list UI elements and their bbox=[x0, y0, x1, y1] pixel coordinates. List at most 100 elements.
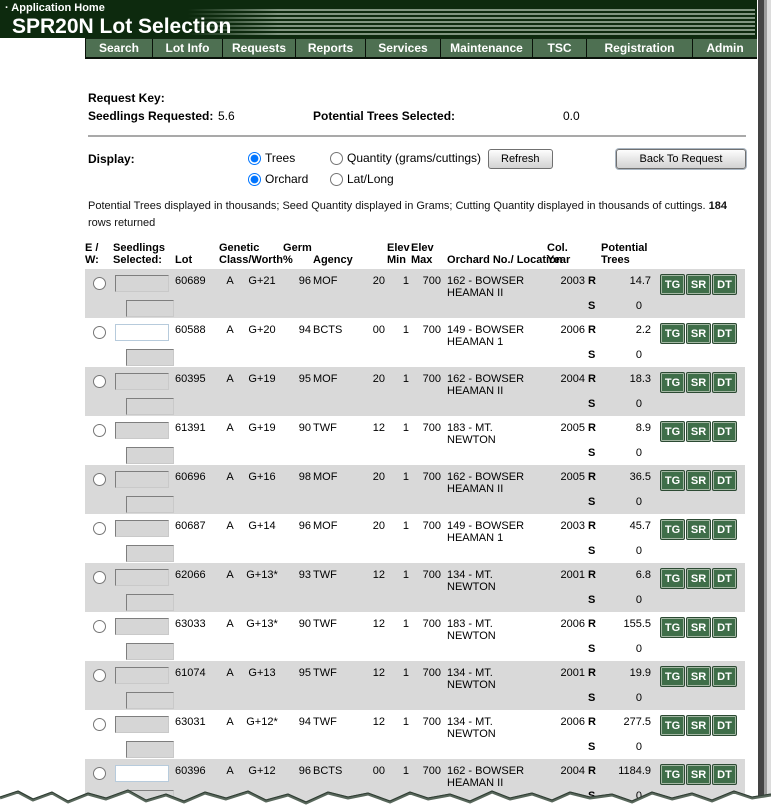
genetic-class: A bbox=[219, 465, 241, 496]
nav-tab-maintenance[interactable]: Maintenance bbox=[441, 39, 533, 57]
seedlings-selected-input[interactable] bbox=[115, 422, 169, 440]
dt-button[interactable]: DT bbox=[713, 471, 737, 491]
sr-button[interactable]: SR bbox=[687, 471, 711, 491]
genetic-class: A bbox=[226, 324, 234, 337]
seedlings-surplus-input[interactable] bbox=[126, 594, 174, 612]
lot-select-radio[interactable] bbox=[92, 473, 106, 487]
seedlings-selected-input[interactable] bbox=[115, 618, 169, 636]
seedlings-selected-input[interactable] bbox=[115, 569, 169, 587]
seedlings-selected-input[interactable] bbox=[115, 716, 169, 734]
tg-button[interactable]: TG bbox=[661, 471, 685, 491]
tg-button[interactable]: TG bbox=[661, 373, 685, 393]
lot-select-radio[interactable] bbox=[92, 326, 106, 340]
sr-button[interactable]: SR bbox=[687, 275, 711, 295]
nav-tab-tsc[interactable]: TSC bbox=[533, 39, 587, 57]
lot-select-radio[interactable] bbox=[92, 669, 106, 683]
lot-select-radio[interactable] bbox=[92, 375, 106, 389]
lot-select-radio[interactable] bbox=[92, 424, 106, 438]
elev-min: 1 bbox=[402, 422, 410, 435]
surplus-indicator: S bbox=[588, 447, 596, 460]
nav-tab-requests[interactable]: Requests bbox=[223, 39, 296, 57]
tg-button[interactable]: TG bbox=[661, 618, 685, 638]
seedlings-selected-input[interactable] bbox=[115, 275, 169, 293]
potential-trees-surplus: 0 bbox=[601, 593, 656, 613]
orchard-location: 162 - BOWSER HEAMAN II bbox=[443, 367, 548, 398]
seedlings-surplus-input[interactable] bbox=[126, 496, 174, 514]
radio-quantity[interactable] bbox=[330, 151, 343, 165]
sr-button[interactable]: SR bbox=[687, 373, 711, 393]
dt-button[interactable]: DT bbox=[713, 275, 737, 295]
header-agency: Agency bbox=[313, 254, 353, 267]
radio-trees[interactable] bbox=[248, 151, 261, 165]
sr-button[interactable]: SR bbox=[687, 716, 711, 736]
seedlings-selected-input[interactable] bbox=[115, 520, 169, 538]
lot-select-radio[interactable] bbox=[92, 620, 106, 634]
back-to-request-button[interactable]: Back To Request bbox=[616, 149, 746, 169]
lot-row-main: 61391 A G+19 90 TWF 12 1 700 183 - MT. N… bbox=[85, 416, 745, 446]
radio-orchard[interactable] bbox=[248, 172, 261, 186]
seedlings-surplus-input[interactable] bbox=[126, 545, 174, 563]
lot-row-surplus: S 0 bbox=[85, 642, 745, 661]
seedlings-selected-input[interactable] bbox=[115, 324, 169, 342]
seedlings-surplus-input[interactable] bbox=[126, 300, 174, 318]
dt-button[interactable]: DT bbox=[713, 324, 737, 344]
seedlings-surplus-input[interactable] bbox=[126, 398, 174, 416]
dt-button[interactable]: DT bbox=[713, 716, 737, 736]
genetic-class: A bbox=[219, 269, 241, 300]
lot-select-radio[interactable] bbox=[92, 718, 106, 732]
elev-max: 700 bbox=[411, 563, 444, 594]
application-home-link[interactable]: · Application Home bbox=[5, 2, 105, 14]
refresh-button[interactable]: Refresh bbox=[488, 149, 553, 169]
header-germ-percent: Germ bbox=[283, 242, 312, 255]
lot-select-radio[interactable] bbox=[92, 522, 106, 536]
nav-tab-lot-info[interactable]: Lot Info bbox=[153, 39, 223, 57]
seedlings-selected-input[interactable] bbox=[115, 471, 169, 489]
tg-button[interactable]: TG bbox=[661, 716, 685, 736]
tg-button[interactable]: TG bbox=[661, 765, 685, 785]
dt-button[interactable]: DT bbox=[713, 422, 737, 442]
lot-select-radio[interactable] bbox=[92, 571, 106, 585]
seedlings-selected-input[interactable] bbox=[115, 667, 169, 685]
seedlings-selected-input[interactable] bbox=[115, 373, 169, 391]
sr-button[interactable]: SR bbox=[687, 422, 711, 442]
nav-tab-admin[interactable]: Admin bbox=[693, 39, 758, 57]
seedlings-surplus-input[interactable] bbox=[126, 643, 174, 661]
germ-percent: 95 bbox=[283, 661, 314, 692]
tg-button[interactable]: TG bbox=[661, 520, 685, 540]
sr-button[interactable]: SR bbox=[687, 520, 711, 540]
tg-button[interactable]: TG bbox=[661, 667, 685, 687]
seedlings-selected-input[interactable] bbox=[115, 765, 169, 783]
nav-tab-reports[interactable]: Reports bbox=[296, 39, 366, 57]
tg-button[interactable]: TG bbox=[661, 569, 685, 589]
dt-button[interactable]: DT bbox=[713, 618, 737, 638]
seedlings-surplus-input[interactable] bbox=[126, 349, 174, 367]
lot-row-surplus: S 0 bbox=[85, 740, 745, 759]
seedlings-surplus-input[interactable] bbox=[126, 447, 174, 465]
nav-tab-services[interactable]: Services bbox=[366, 39, 441, 57]
tg-button[interactable]: TG bbox=[661, 275, 685, 295]
sr-button[interactable]: SR bbox=[687, 618, 711, 638]
germ-percent: 98 bbox=[283, 465, 314, 496]
sr-button[interactable]: SR bbox=[687, 324, 711, 344]
lot-select-radio[interactable] bbox=[92, 277, 106, 291]
tg-button[interactable]: TG bbox=[661, 422, 685, 442]
lot-number: 63033 bbox=[175, 618, 206, 631]
nav-tab-search[interactable]: Search bbox=[86, 39, 153, 57]
tg-button[interactable]: TG bbox=[661, 324, 685, 344]
radio-latlong[interactable] bbox=[330, 172, 343, 186]
seedlings-surplus-input[interactable] bbox=[126, 692, 174, 710]
dt-button[interactable]: DT bbox=[713, 765, 737, 785]
seedlings-requested-label: Seedlings Requested: bbox=[88, 109, 214, 123]
dt-button[interactable]: DT bbox=[713, 520, 737, 540]
sr-button[interactable]: SR bbox=[687, 667, 711, 687]
dt-button[interactable]: DT bbox=[713, 667, 737, 687]
sr-button[interactable]: SR bbox=[687, 569, 711, 589]
lot-select-radio[interactable] bbox=[92, 767, 106, 781]
surplus-indicator: S bbox=[588, 741, 596, 754]
seedlings-surplus-input[interactable] bbox=[126, 741, 174, 759]
nav-tab-registration[interactable]: Registration bbox=[587, 39, 693, 57]
dt-button[interactable]: DT bbox=[713, 569, 737, 589]
sr-button[interactable]: SR bbox=[687, 765, 711, 785]
dt-button[interactable]: DT bbox=[713, 373, 737, 393]
header-potential-trees: Potential bbox=[601, 242, 648, 255]
